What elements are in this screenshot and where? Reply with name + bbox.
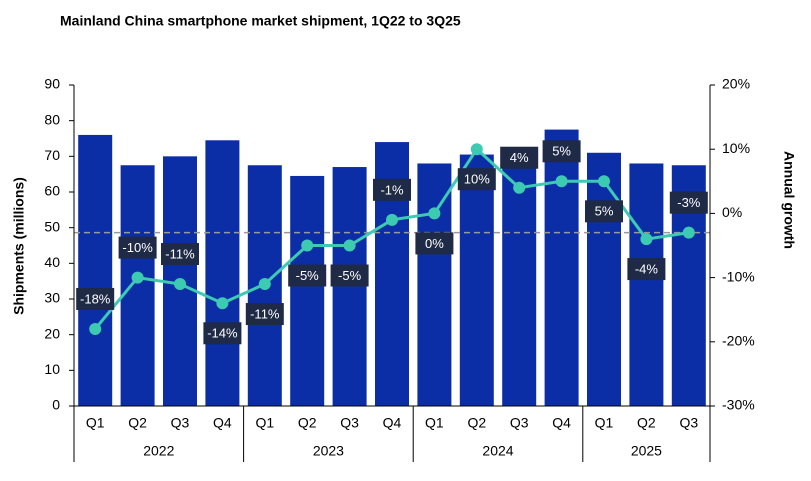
x-tick-label: Q2 bbox=[467, 415, 486, 431]
value-label-box bbox=[542, 140, 581, 163]
x-tick-label: Q3 bbox=[510, 415, 529, 431]
value-label-box bbox=[627, 258, 666, 281]
x-tick-label: Q3 bbox=[679, 415, 698, 431]
x-tick-label: Q4 bbox=[383, 415, 402, 431]
y-tick-label: 60 bbox=[44, 183, 60, 199]
y-tick-label: 80 bbox=[44, 111, 60, 127]
value-label-box bbox=[373, 178, 411, 201]
growth-point bbox=[428, 207, 441, 220]
x-tick-label: Q1 bbox=[86, 415, 105, 431]
x-tick-label: Q1 bbox=[255, 415, 274, 431]
value-label-box bbox=[500, 146, 539, 169]
x-tick-label: Q2 bbox=[128, 415, 147, 431]
value-label-box bbox=[203, 322, 242, 345]
x-group-label: 2024 bbox=[482, 443, 513, 459]
value-label: -11% bbox=[165, 246, 195, 261]
growth-point bbox=[216, 297, 229, 310]
bar bbox=[78, 134, 113, 406]
growth-point bbox=[640, 233, 653, 246]
y-tick-label: 90 bbox=[44, 76, 60, 92]
growth-point bbox=[386, 213, 398, 226]
y2-tick-label: -30% bbox=[722, 397, 755, 413]
growth-point bbox=[513, 181, 526, 194]
y2-tick-label: 10% bbox=[722, 140, 750, 156]
value-label: 10% bbox=[464, 172, 490, 187]
value-label-box bbox=[330, 264, 369, 287]
growth-point bbox=[682, 226, 695, 239]
value-label-box bbox=[415, 232, 454, 255]
y2-tick-label: -20% bbox=[722, 333, 755, 349]
value-label: -1% bbox=[380, 182, 404, 197]
bar bbox=[629, 163, 664, 406]
bar bbox=[544, 129, 579, 407]
value-label: 4% bbox=[510, 150, 529, 165]
value-label: -11% bbox=[250, 306, 280, 321]
y-tick-label: 20 bbox=[44, 325, 60, 341]
value-label: 5% bbox=[595, 204, 614, 219]
chart-title: Mainland China smartphone market shipmen… bbox=[60, 13, 461, 29]
y2-tick-label: 0% bbox=[722, 204, 742, 220]
x-tick-label: Q2 bbox=[637, 415, 656, 431]
y2-tick-label: -10% bbox=[722, 268, 755, 284]
x-tick-label: Q3 bbox=[171, 415, 190, 431]
value-label-box bbox=[118, 236, 157, 259]
bar bbox=[205, 140, 240, 407]
bar bbox=[120, 165, 155, 406]
x-tick-label: Q3 bbox=[340, 415, 359, 431]
x-tick-label: Q2 bbox=[298, 415, 317, 431]
growth-point bbox=[470, 143, 483, 156]
growth-point bbox=[301, 239, 314, 252]
bar bbox=[587, 152, 621, 406]
bar bbox=[459, 154, 494, 406]
y2-tick-label: 20% bbox=[722, 76, 750, 92]
value-label-box bbox=[76, 287, 115, 310]
x-group-label: 2022 bbox=[143, 443, 174, 459]
value-label-box bbox=[669, 191, 708, 214]
value-label: -14% bbox=[207, 326, 238, 341]
value-label-box bbox=[585, 200, 623, 223]
y-axis-title: Shipments (millions) bbox=[11, 177, 27, 315]
growth-point bbox=[555, 175, 568, 188]
x-tick-label: Q4 bbox=[213, 415, 232, 431]
y-tick-label: 50 bbox=[44, 218, 60, 234]
x-tick-label: Q4 bbox=[552, 415, 571, 431]
x-group-label: 2023 bbox=[313, 443, 344, 459]
value-label: -10% bbox=[122, 240, 153, 255]
bar bbox=[417, 163, 452, 406]
growth-point bbox=[89, 322, 102, 335]
y-tick-label: 0 bbox=[52, 397, 60, 413]
value-label-box bbox=[457, 168, 496, 191]
growth-point bbox=[258, 278, 271, 291]
value-label: -3% bbox=[677, 195, 701, 210]
growth-point bbox=[174, 278, 186, 291]
bar bbox=[332, 167, 367, 406]
value-label-box bbox=[161, 243, 199, 266]
growth-point bbox=[131, 271, 144, 284]
y-tick-label: 40 bbox=[44, 254, 60, 270]
y2-axis-title: Annual growth bbox=[781, 151, 797, 249]
x-group-label: 2025 bbox=[631, 443, 662, 459]
y-tick-label: 10 bbox=[44, 361, 60, 377]
x-tick-label: Q1 bbox=[595, 415, 614, 431]
bar bbox=[290, 175, 325, 406]
growth-point bbox=[598, 175, 610, 188]
value-label: -18% bbox=[80, 291, 111, 306]
bar bbox=[502, 159, 537, 406]
value-label: 0% bbox=[425, 236, 444, 251]
x-tick-label: Q1 bbox=[425, 415, 444, 431]
value-label-box bbox=[288, 264, 327, 287]
y-tick-label: 70 bbox=[44, 147, 60, 163]
value-label: -5% bbox=[338, 268, 362, 283]
growth-point bbox=[343, 239, 356, 252]
value-label: -5% bbox=[296, 268, 320, 283]
value-label-box bbox=[245, 303, 284, 326]
value-label: -4% bbox=[635, 262, 659, 277]
y-tick-label: 30 bbox=[44, 290, 60, 306]
value-label: 5% bbox=[552, 144, 571, 159]
